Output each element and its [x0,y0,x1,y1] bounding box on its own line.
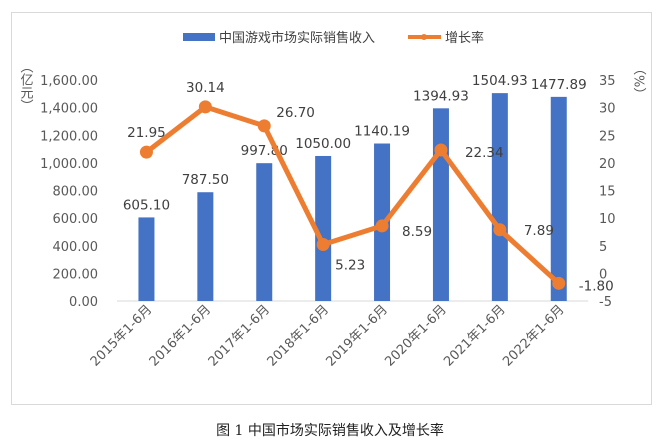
right-tick-label: 15 [599,185,616,200]
legend-label: 中国游戏市场实际销售收入 [219,30,375,46]
right-tick-label: 5 [599,240,607,255]
line-data-label: 21.95 [127,125,166,141]
line-data-label: 22.34 [465,145,504,161]
x-tick-label: 2018年1-6月 [265,302,332,369]
bar [197,192,214,301]
line-data-label: -1.80 [579,278,614,294]
bar [432,108,449,302]
left-tick-label: 200.00 [53,267,99,282]
bar [315,155,332,301]
line-point [139,145,153,159]
line-point [552,276,566,290]
right-tick-label: -5 [599,295,612,310]
line-point [316,237,330,251]
right-tick-label: 0 [599,267,607,282]
left-tick-label: 1,200.00 [40,129,98,144]
left-tick-label: 400.00 [53,240,99,255]
line-point [434,143,448,157]
bar-data-label: 1140.19 [354,124,410,140]
left-axis-title: （亿元） [18,60,34,112]
line-data-label: 26.70 [276,105,315,121]
x-tick-label: 2016年1-6月 [147,302,214,369]
bar-data-label: 1050.00 [295,136,351,152]
x-tick-label: 2015年1-6月 [88,302,155,369]
bar-data-label: 1394.93 [413,88,469,104]
line-point [493,223,507,237]
bar-data-label: 1477.89 [531,77,587,93]
x-tick-label: 2020年1-6月 [382,302,449,369]
line-point [375,219,389,233]
line-data-label: 7.89 [524,223,554,239]
x-tick-label: 2017年1-6月 [206,302,273,369]
right-tick-label: 35 [599,74,616,89]
legend-label: 增长率 [445,30,484,46]
bar [491,93,508,301]
legend-bar-swatch [183,33,215,41]
bar-data-label: 787.50 [182,172,229,188]
left-tick-label: 600.00 [53,212,99,227]
line-point [257,119,271,133]
line-point [198,100,212,114]
bar-data-label: 1504.93 [472,73,528,89]
bar [256,163,273,301]
right-tick-label: 30 [599,102,616,117]
left-tick-label: 1,600.00 [40,74,98,89]
bar-data-label: 605.10 [123,197,170,213]
right-tick-label: 25 [599,129,616,144]
growth-line [144,104,561,286]
left-tick-label: 0.00 [69,295,98,310]
right-axis-title: （%） [631,62,647,100]
line-data-label: 5.23 [335,257,365,273]
left-tick-label: 1,400.00 [40,102,98,117]
x-tick-label: 2019年1-6月 [323,302,390,369]
right-tick-label: 10 [599,212,616,227]
chart-frame [11,12,652,405]
line-data-label: 8.59 [402,224,432,240]
left-tick-label: 800.00 [53,185,99,200]
legend-line-marker [421,34,427,40]
chart: 0.00 200.00 400.00 600.00 800.00 1,000.00 1,20… [18,30,647,370]
line-data-label: 30.14 [186,80,225,96]
x-tick-label: 2022年1-6月 [500,302,567,369]
figure-caption: 图 1 中国市场实际销售收入及增长率 [216,423,444,439]
bar [138,217,155,301]
bar [550,96,567,301]
right-tick-label: 20 [599,157,616,172]
left-tick-label: 1,000.00 [40,157,98,172]
x-tick-label: 2021年1-6月 [441,302,508,369]
